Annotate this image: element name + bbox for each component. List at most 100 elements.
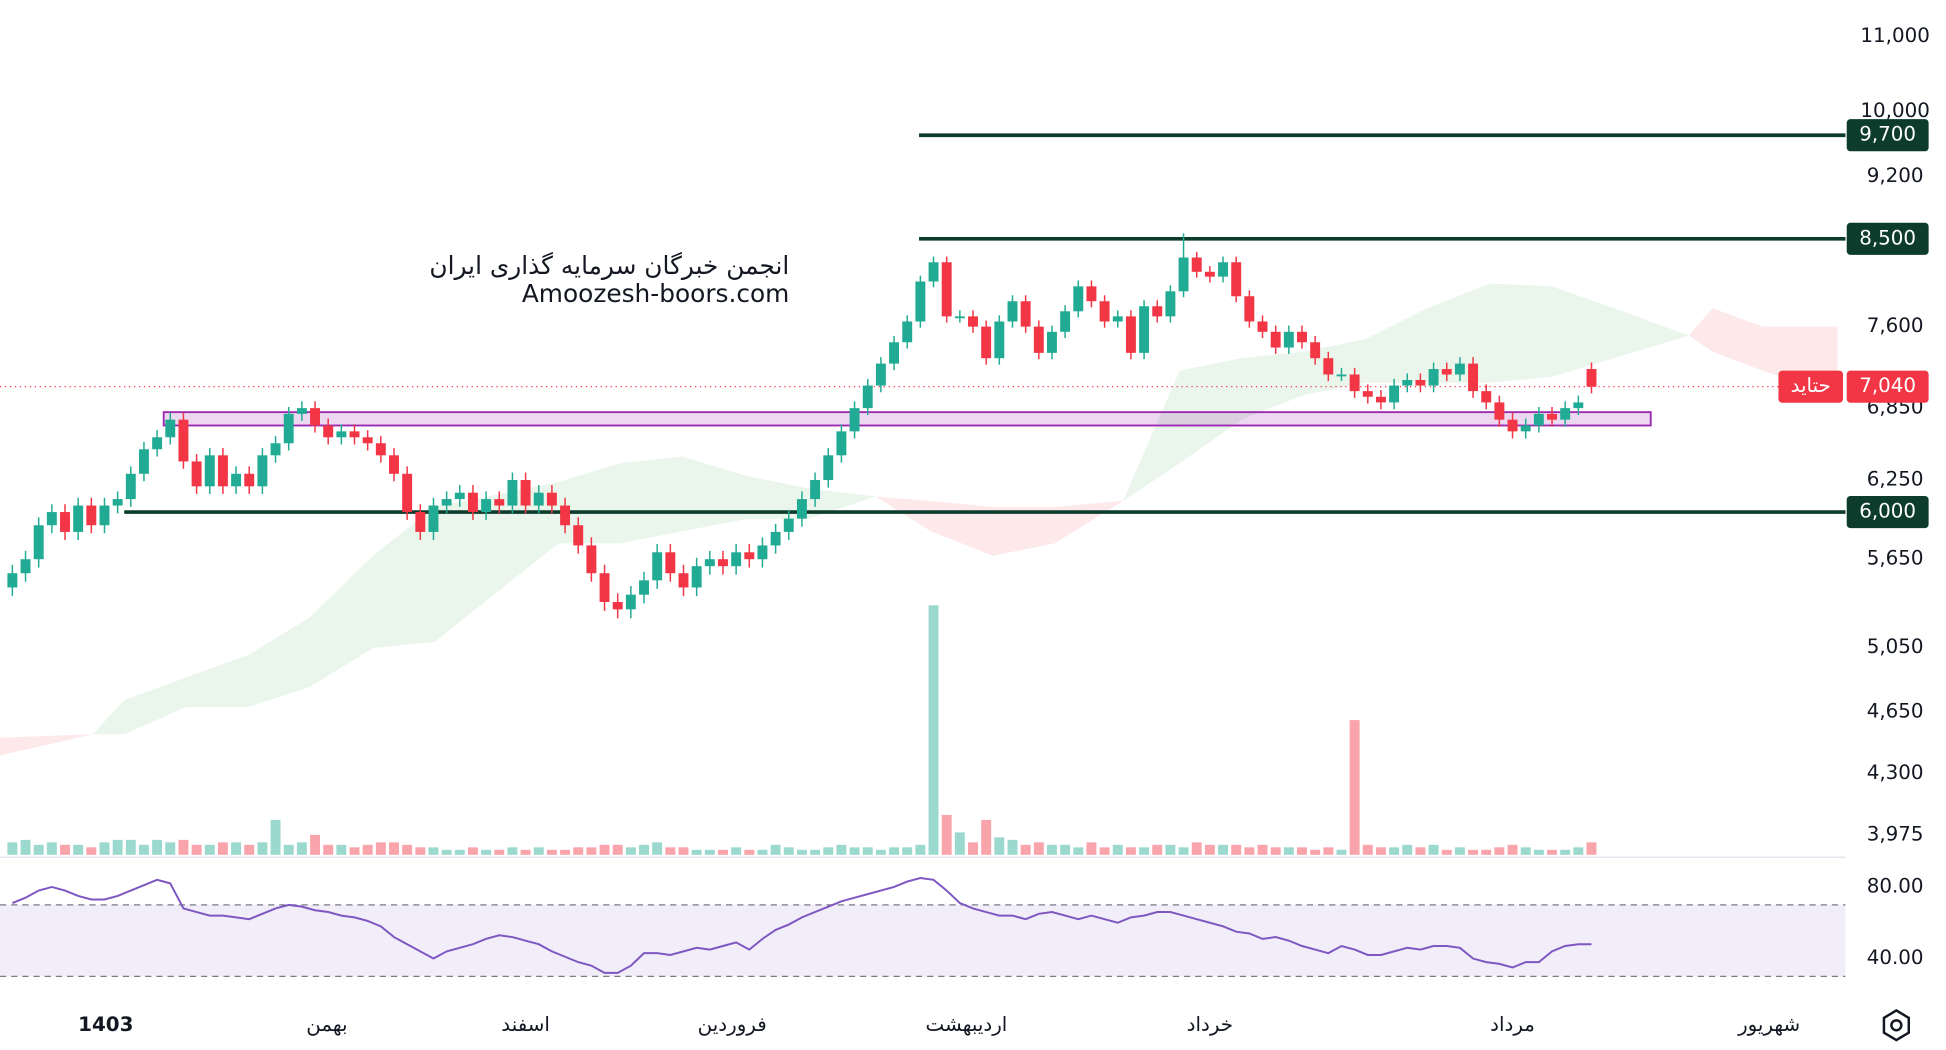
- cloud-segment: [558, 463, 621, 544]
- volume-bar: [507, 847, 518, 855]
- candle-body: [1507, 419, 1518, 432]
- candle-body: [1336, 374, 1347, 377]
- candle-body: [454, 492, 465, 500]
- candle-body: [981, 326, 992, 359]
- candle-body: [1415, 380, 1426, 386]
- volume-bar: [217, 842, 228, 855]
- candle-body: [915, 281, 926, 322]
- candle-body: [191, 461, 202, 487]
- symbol-tag: حتاید: [1791, 374, 1831, 397]
- candle-body: [652, 552, 663, 581]
- x-tick-label: 1403: [78, 1013, 133, 1036]
- cloud-segment: [1241, 351, 1304, 420]
- candle-body: [941, 262, 952, 317]
- candle-body: [1139, 306, 1150, 353]
- cloud-segment: [1552, 286, 1614, 377]
- candle-body: [125, 473, 136, 500]
- logo-hex: [1882, 1009, 1911, 1042]
- volume-bar: [678, 847, 689, 855]
- candle-body: [520, 480, 531, 506]
- volume-bar: [1244, 847, 1255, 855]
- y-tick-label: 5,050: [1867, 635, 1924, 658]
- axis-layer: 11,00010,0009,2007,6006,8506,2505,6505,0…: [78, 0, 1946, 1050]
- volume-bar: [1033, 842, 1044, 855]
- candle-body: [494, 499, 505, 506]
- y-tick-label: 11,000: [1860, 24, 1929, 47]
- logo-dot: [1890, 1019, 1903, 1032]
- volume-bar: [836, 844, 847, 855]
- volume-bar: [112, 839, 123, 855]
- candle-body: [1494, 402, 1505, 420]
- candle-body: [889, 342, 900, 364]
- candle-body: [823, 455, 834, 481]
- volume-bar: [178, 839, 189, 855]
- volume-bar: [1375, 847, 1386, 855]
- candle-body: [1349, 374, 1360, 392]
- volume-bar: [231, 842, 242, 855]
- candle-body: [1468, 363, 1479, 392]
- candle-body: [1586, 369, 1597, 387]
- candle-body: [1441, 369, 1452, 375]
- candle-body: [296, 408, 307, 414]
- volume-bar: [1020, 844, 1031, 855]
- volume-bar: [1152, 844, 1163, 855]
- volume-bar: [323, 844, 334, 855]
- volume-bar: [1073, 847, 1084, 855]
- candle-body: [1152, 306, 1163, 317]
- volume-bar: [270, 819, 281, 855]
- candle-body: [375, 443, 386, 456]
- volume-bar: [639, 844, 649, 855]
- volume-bar: [20, 839, 31, 855]
- volume-bar: [1507, 844, 1518, 855]
- watermark: Amoozesh-boors.com: [522, 279, 789, 308]
- watermark: انجمن خبرگان سرمایه گذاری ایران: [429, 251, 789, 280]
- candle-body: [744, 552, 755, 560]
- volume-bar: [810, 849, 821, 855]
- candle-body: [33, 525, 44, 560]
- cloud-segment: [1712, 308, 1763, 371]
- rsi-tick-label: 40.00: [1867, 946, 1924, 969]
- candle-body: [7, 573, 18, 588]
- rsi-band: [0, 904, 1846, 977]
- candle-body: [231, 473, 242, 487]
- volume-bar: [454, 849, 465, 855]
- candle-body: [1033, 326, 1044, 353]
- x-tick-label: بهمن: [306, 1013, 347, 1036]
- candle-body: [1060, 311, 1071, 332]
- candle-body: [1178, 257, 1189, 292]
- level-label: 6,000: [1859, 500, 1916, 523]
- support-zone: [162, 411, 1652, 427]
- cloud-segment: [1688, 308, 1713, 352]
- volume-bar: [652, 842, 663, 855]
- volume-bar: [1573, 847, 1584, 855]
- candle-body: [1165, 291, 1176, 317]
- volume-bar: [665, 847, 676, 855]
- volume-bar: [389, 842, 399, 855]
- volume-bar: [362, 844, 373, 855]
- volume-bar: [1362, 844, 1373, 855]
- candle-body: [1428, 369, 1439, 386]
- candle-body: [1389, 385, 1400, 403]
- volume-bar: [481, 849, 492, 855]
- volume-bar: [928, 605, 939, 855]
- candle-body: [481, 499, 492, 513]
- cloud-segment: [434, 494, 497, 642]
- volume-bar: [954, 832, 965, 855]
- y-tick-label: 4,650: [1867, 700, 1924, 723]
- candle-body: [902, 321, 913, 343]
- candle-body: [731, 552, 742, 567]
- cloud-segment: [247, 617, 310, 707]
- volume-bar: [1257, 844, 1268, 855]
- candle-body: [810, 480, 821, 500]
- candle-body: [994, 321, 1005, 359]
- volume-bar: [625, 847, 636, 855]
- candle-body: [441, 499, 452, 506]
- volume-bar: [283, 844, 294, 855]
- candle-body: [625, 594, 636, 610]
- candle-body: [1283, 331, 1294, 348]
- volume-bar: [244, 844, 255, 855]
- y-tick-label: 4,300: [1867, 761, 1924, 784]
- candle-body: [573, 525, 584, 546]
- cloud-segment: [745, 475, 808, 520]
